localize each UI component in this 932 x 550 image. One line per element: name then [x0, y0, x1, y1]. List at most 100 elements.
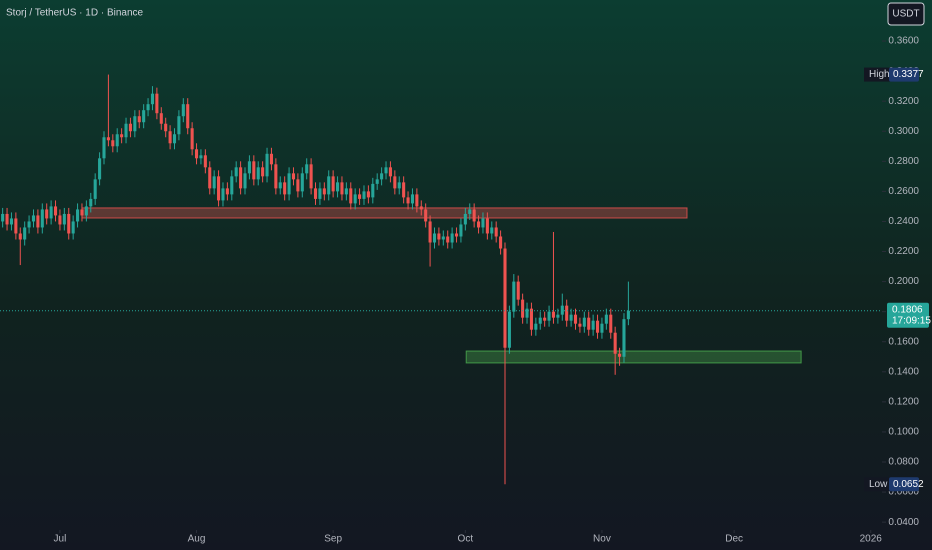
- candle-body: [622, 319, 626, 357]
- candle-body: [397, 182, 401, 189]
- candle-body: [31, 215, 36, 222]
- x-tick-label: Nov: [593, 534, 611, 545]
- candle-body: [102, 137, 106, 159]
- candle-body: [547, 311, 551, 321]
- candle-body: [168, 131, 172, 144]
- candle-body: [415, 194, 419, 207]
- candle-body: [402, 182, 406, 198]
- candle-body: [569, 314, 573, 321]
- candle-body: [441, 236, 445, 240]
- candle-body: [133, 116, 137, 132]
- candle-body: [344, 188, 348, 195]
- candle-body: [459, 224, 463, 237]
- candle-body: [203, 155, 207, 168]
- candle-body: [40, 209, 44, 228]
- candle-body: [36, 215, 40, 228]
- candle-body: [507, 311, 511, 348]
- y-tick-label: 0.1600: [888, 336, 919, 347]
- candle-body: [503, 248, 507, 348]
- high-value: 0.3377: [893, 69, 924, 80]
- candle-body: [388, 167, 392, 177]
- candle-body: [225, 188, 229, 195]
- currency-label[interactable]: USDT: [892, 9, 919, 20]
- candle-body: [146, 104, 150, 111]
- x-tick-label: Jul: [54, 534, 67, 545]
- candle-body: [560, 305, 564, 315]
- zone: [465, 350, 802, 364]
- candle-body: [565, 305, 569, 321]
- y-tick-label: 0.2000: [888, 276, 919, 287]
- y-tick-label: 0.2600: [888, 186, 919, 197]
- low-value: 0.0652: [893, 479, 924, 490]
- candle-body: [124, 123, 128, 138]
- candle-body: [609, 314, 613, 333]
- y-tick-label: 0.2800: [888, 156, 919, 167]
- candle-body: [371, 183, 375, 198]
- candle-body: [23, 227, 27, 240]
- candle-body: [318, 188, 322, 199]
- last-price-label: 0.1806: [892, 304, 923, 315]
- candle-body: [446, 236, 450, 243]
- candle-body: [313, 188, 318, 199]
- y-tick-label: 0.3000: [888, 126, 919, 137]
- candle-body: [172, 134, 177, 144]
- candle-body: [67, 213, 71, 234]
- candle-body: [256, 167, 260, 180]
- last-price-badge: [887, 302, 929, 328]
- candle-body: [98, 158, 102, 180]
- candle-body: [212, 176, 216, 189]
- candle-body: [327, 176, 331, 195]
- candle-body: [578, 323, 582, 327]
- candle-body: [137, 116, 141, 123]
- y-tick-label: 0.2400: [888, 216, 919, 227]
- candle-body: [499, 236, 503, 249]
- y-tick-label: 0.1000: [888, 427, 919, 438]
- candle-body: [600, 323, 604, 333]
- candle-body: [106, 137, 110, 141]
- candle-body: [274, 164, 278, 189]
- low-value-badge: [889, 477, 919, 492]
- candle-body: [494, 227, 498, 237]
- candle-body: [454, 233, 459, 237]
- candle-body: [428, 221, 432, 243]
- candle-body: [221, 188, 225, 201]
- candle-body: [432, 233, 437, 243]
- candle-body: [84, 206, 88, 216]
- candle-body: [587, 317, 591, 330]
- x-tick-label: Aug: [188, 534, 206, 545]
- zone: [81, 207, 688, 219]
- candle-body: [375, 179, 379, 184]
- y-tick-label: 0.0800: [888, 457, 919, 468]
- low-label: Low: [869, 479, 888, 490]
- candle-body: [181, 104, 185, 117]
- candle-body: [477, 221, 481, 228]
- candle-body: [18, 233, 22, 240]
- candle-body: [150, 93, 155, 105]
- candle-body: [349, 188, 353, 204]
- candle-body: [49, 206, 53, 219]
- candle-body: [613, 332, 617, 354]
- candle-body: [62, 213, 66, 225]
- high-label: High: [869, 69, 890, 80]
- candle-body: [80, 209, 84, 216]
- y-tick-label: 0.3200: [888, 96, 919, 107]
- y-tick-label: 0.0400: [888, 517, 919, 528]
- candle-body: [287, 173, 291, 195]
- y-tick-label: 0.0600: [888, 487, 919, 498]
- candle-body: [551, 311, 556, 318]
- candle-body: [261, 167, 265, 177]
- chart-title: Storj / TetherUS · 1D · Binance: [6, 8, 144, 19]
- currency-button[interactable]: [887, 2, 925, 26]
- high-value-badge: [889, 67, 919, 82]
- candle-body: [340, 182, 344, 195]
- candle-body: [58, 215, 62, 225]
- y-tick-label: 0.1200: [888, 397, 919, 408]
- x-tick-label: Sep: [324, 534, 342, 545]
- candle-body: [252, 161, 256, 180]
- candle-body: [89, 198, 93, 207]
- candle-body: [331, 176, 335, 192]
- y-tick-label: 0.2200: [888, 246, 919, 257]
- candle-body: [111, 140, 115, 147]
